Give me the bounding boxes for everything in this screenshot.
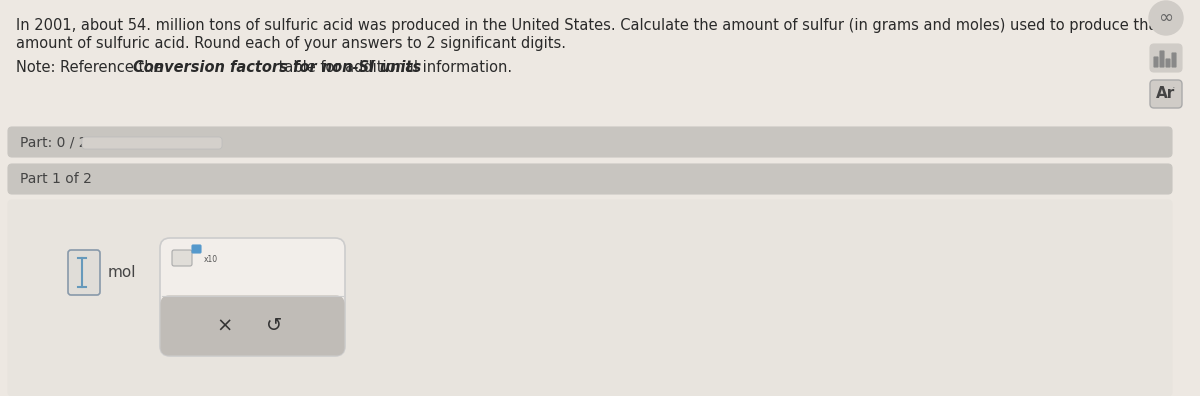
FancyBboxPatch shape [1172, 53, 1176, 67]
Text: Conversion factors for non-SI units: Conversion factors for non-SI units [133, 60, 421, 75]
Text: In 2001, about 54. million tons of sulfuric acid was produced in the United Stat: In 2001, about 54. million tons of sulfu… [16, 18, 1163, 33]
FancyBboxPatch shape [160, 238, 346, 356]
Text: ↺: ↺ [266, 316, 283, 335]
Text: Note: Reference the: Note: Reference the [16, 60, 167, 75]
FancyBboxPatch shape [1150, 80, 1182, 108]
Text: mol: mol [108, 265, 137, 280]
FancyBboxPatch shape [8, 164, 1172, 194]
FancyBboxPatch shape [68, 250, 100, 295]
FancyBboxPatch shape [1166, 59, 1170, 67]
Text: x10: x10 [204, 255, 218, 263]
Text: Part 1 of 2: Part 1 of 2 [20, 172, 92, 186]
Text: amount of sulfuric acid. Round each of your answers to 2 significant digits.: amount of sulfuric acid. Round each of y… [16, 36, 566, 51]
Text: Part: 0 / 2: Part: 0 / 2 [20, 135, 88, 149]
FancyBboxPatch shape [8, 127, 1172, 157]
Text: ·: · [1172, 83, 1176, 93]
Text: ×: × [216, 316, 233, 335]
FancyBboxPatch shape [8, 200, 1172, 396]
Text: Ar: Ar [1157, 86, 1176, 101]
Text: table for additional information.: table for additional information. [274, 60, 512, 75]
Circle shape [1150, 1, 1183, 35]
FancyBboxPatch shape [192, 245, 202, 253]
FancyBboxPatch shape [161, 296, 344, 355]
FancyBboxPatch shape [1160, 51, 1164, 67]
FancyBboxPatch shape [82, 137, 222, 149]
FancyBboxPatch shape [172, 250, 192, 266]
FancyBboxPatch shape [1154, 57, 1158, 67]
Text: ∞: ∞ [1158, 9, 1174, 27]
FancyBboxPatch shape [1150, 44, 1182, 72]
